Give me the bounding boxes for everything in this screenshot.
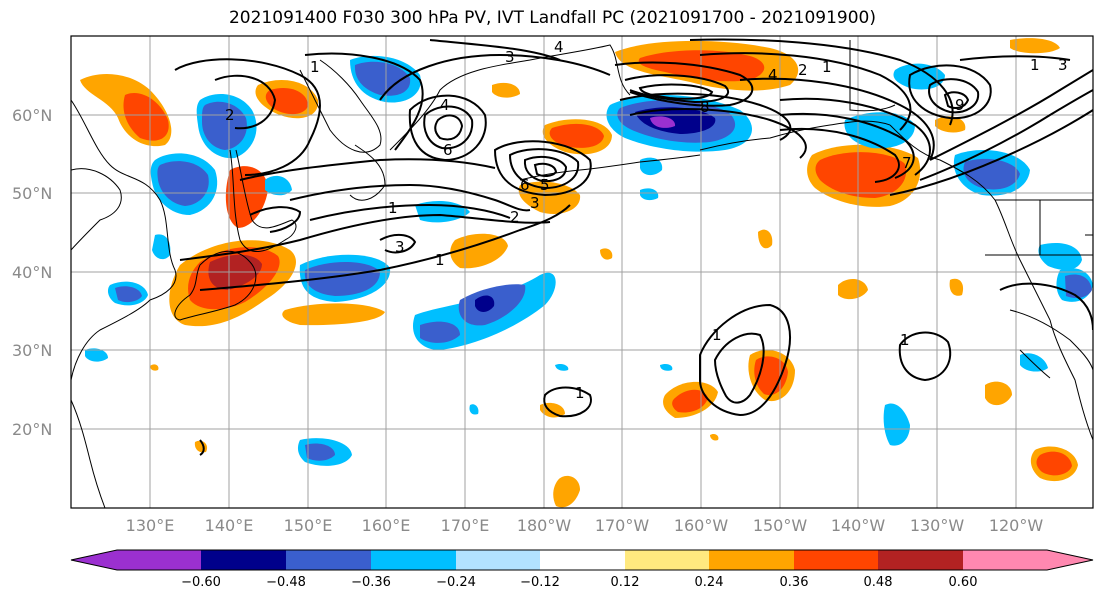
lat-label: 60°N (12, 106, 52, 125)
colorbar-ticks: −0.60 −0.48 −0.36 −0.24 −0.12 0.12 0.24 … (181, 575, 977, 590)
lon-label: 160°E (362, 516, 411, 535)
colorbar-segment (456, 550, 540, 570)
colorbar-tick-label: 0.48 (864, 575, 893, 590)
contour-label: 4 (440, 96, 450, 114)
colorbar-tick-label: 0.60 (949, 575, 978, 590)
colorbar-outline (70, 549, 1094, 571)
colorbar-segment (625, 550, 709, 570)
colorbar-tick-label: −0.48 (266, 575, 306, 590)
lon-label: 130°W (910, 516, 965, 535)
colorbar-segment (540, 550, 625, 570)
contour-label: 6 (443, 141, 453, 159)
contour-label: 9 (955, 96, 965, 114)
colorbar-segment (371, 550, 456, 570)
colorbar-tick-label: 0.12 (611, 575, 640, 590)
contour-label: 2 (510, 208, 520, 226)
lat-label: 40°N (12, 263, 52, 282)
colorbar-segment (878, 550, 963, 570)
contour-label: 6 (520, 176, 530, 194)
lon-label: 170°W (595, 516, 650, 535)
lon-label: 120°W (989, 516, 1044, 535)
contour-label: 1 (1030, 56, 1040, 74)
contour-label: 4 (768, 66, 778, 84)
longitude-labels: 130°E 140°E 150°E 160°E 170°E 180°W 170°… (126, 516, 1044, 535)
negative-anomaly-shading (85, 55, 1093, 466)
lat-label: 30°N (12, 341, 52, 360)
map-frame (70, 35, 1094, 509)
contour-label: 3 (1058, 56, 1068, 74)
lat-label: 20°N (12, 420, 52, 439)
colorbar-tick-label: 0.36 (780, 575, 809, 590)
colorbar-extend-low (71, 550, 117, 570)
contour-label: 3 (505, 48, 515, 66)
contour-label: 2 (798, 61, 808, 79)
colorbar-tick-label: −0.12 (520, 575, 560, 590)
lon-label: 140°W (831, 516, 886, 535)
lon-label: 140°E (205, 516, 254, 535)
lon-label: 150°W (753, 516, 808, 535)
colorbar-extend-high (1047, 550, 1093, 570)
colorbar-tick-label: 0.24 (695, 575, 724, 590)
contour-labels: 1 3 4 4 6 6 5 2 3 1 3 1 2 8 4 2 1 9 7 3 … (225, 38, 1068, 402)
colorbar-segment (963, 550, 1047, 570)
latitude-labels: 60°N 50°N 40°N 30°N 20°N (12, 106, 52, 439)
contour-label: 1 (900, 331, 910, 349)
colorbar-tick-label: −0.36 (351, 575, 391, 590)
map-title: 2021091400 F030 300 hPa PV, IVT Landfall… (228, 8, 876, 28)
contour-label: 2 (225, 106, 235, 124)
lon-label: 130°E (126, 516, 175, 535)
contour-label: 1 (712, 326, 722, 344)
contour-label: 8 (700, 98, 710, 116)
colorbar-tick-label: −0.24 (436, 575, 476, 590)
contour-label: 1 (388, 199, 398, 217)
lon-label: 170°E (441, 516, 490, 535)
contour-label: 1 (310, 58, 320, 76)
contour-label: 3 (530, 194, 540, 212)
positive-anomaly-shading (80, 38, 1078, 508)
contour-label: 1 (435, 251, 445, 269)
contour-label: 1 (822, 58, 832, 76)
map-gridlines (71, 36, 1093, 508)
lon-label: 160°W (674, 516, 729, 535)
colorbar-segment (709, 550, 794, 570)
contour-label: 7 (902, 154, 912, 172)
contour-label: 1 (575, 384, 585, 402)
contour-label: 5 (540, 176, 550, 194)
colorbar-segment (794, 550, 878, 570)
contour-label: 3 (395, 238, 405, 256)
lon-label: 180°W (517, 516, 572, 535)
colorbar-segment (201, 550, 286, 570)
colorbar-segments (70, 549, 1094, 571)
colorbar-tick-label: −0.60 (181, 575, 221, 590)
lon-label: 150°E (284, 516, 333, 535)
lat-label: 50°N (12, 184, 52, 203)
ivt-contours (174, 38, 1093, 456)
contour-label: 4 (554, 38, 564, 56)
colorbar-segment (117, 550, 201, 570)
colorbar-segment (286, 550, 371, 570)
